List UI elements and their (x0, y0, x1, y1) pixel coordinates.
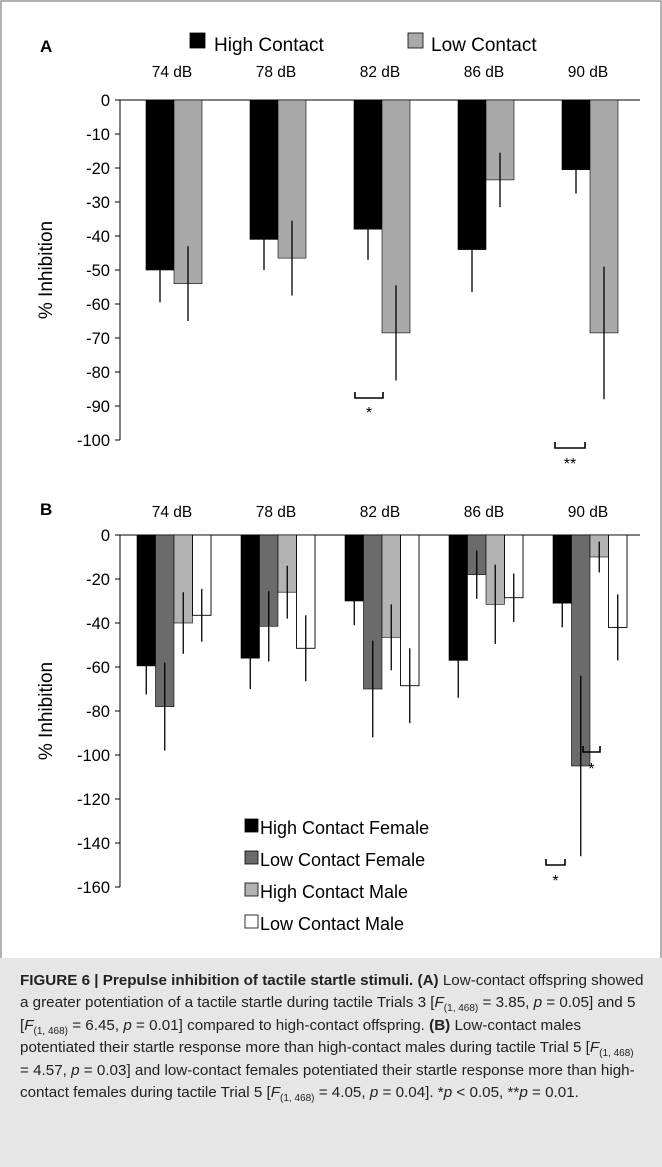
y-tick-label-B: -80 (86, 703, 110, 721)
category-label-A: 90 dB (568, 64, 609, 81)
bar-A-low-contact (277, 99, 307, 259)
legend-label-A: High Contact (214, 35, 325, 56)
category-label-A: 78 dB (256, 64, 297, 81)
y-axis-label-A: % Inhibition (36, 221, 57, 319)
figure-caption: FIGURE 6 | Prepulse inhibition of tactil… (0, 958, 662, 1167)
y-axis-label-B: % Inhibition (36, 662, 57, 760)
caption-p-symbol: p (443, 1084, 453, 1102)
caption-df: (1, 468) (33, 1025, 68, 1037)
caption-b-text: Low-contact males potentiated their star… (20, 1016, 590, 1057)
y-tick-label-B: -120 (77, 791, 110, 809)
caption-p-5: < 0.05, ** (456, 1084, 520, 1102)
y-tick-label-B: -140 (77, 835, 110, 853)
y-tick-label-B: -160 (77, 879, 110, 897)
caption-f-symbol: F (24, 1016, 34, 1034)
y-tick-label-B: -100 (77, 747, 110, 765)
caption-b-label: (B) (429, 1016, 451, 1034)
caption-df: (1, 468) (280, 1093, 315, 1105)
significance-bracket-A (554, 442, 586, 449)
caption-stat-3: = 4.57, (20, 1061, 67, 1079)
legend-swatch-A (189, 32, 206, 49)
legend-swatch-B (244, 882, 259, 897)
y-tick-label-A: -20 (86, 160, 110, 178)
category-label-B: 86 dB (464, 504, 505, 521)
y-tick-label-A: -100 (77, 432, 110, 450)
caption-p-symbol: p (519, 1084, 528, 1102)
y-tick-label-A: -50 (86, 262, 110, 280)
caption-p-symbol: p (123, 1016, 132, 1034)
y-tick-label-A: -80 (86, 364, 110, 382)
category-label-B: 74 dB (152, 504, 193, 521)
legend-label-B: Low Contact Female (260, 850, 425, 870)
caption-p-symbol: p (369, 1084, 379, 1102)
y-tick-label-A: 0 (101, 92, 110, 110)
category-label-A: 82 dB (360, 64, 401, 81)
panel-label-B: B (40, 500, 52, 519)
category-label-A: 86 dB (464, 64, 505, 81)
y-tick-label-A: -30 (86, 194, 110, 212)
caption-stat-1: = 3.85, (482, 994, 530, 1012)
caption-stat-2: = 6.45, (72, 1016, 120, 1034)
y-tick-label-A: -70 (86, 330, 110, 348)
caption-p-2: = 0.01] compared to high-contact offspri… (136, 1016, 425, 1034)
caption-stat-4: = 4.05, (318, 1084, 366, 1102)
y-tick-label-A: -10 (86, 126, 110, 144)
y-tick-label-B: -60 (86, 659, 110, 677)
legend-label-A: Low Contact (431, 35, 537, 56)
y-tick-label-A: -90 (86, 398, 110, 416)
category-label-B: 82 dB (360, 504, 401, 521)
caption-f-symbol: F (270, 1084, 280, 1102)
legend-swatch-B (244, 914, 259, 929)
caption-df: (1, 468) (443, 1003, 479, 1015)
significance-marker-B: * (552, 873, 558, 890)
y-tick-label-B: -40 (86, 615, 110, 633)
significance-marker-A: ** (564, 456, 576, 473)
caption-p-1: = 0.05] and 5 [ (20, 994, 636, 1034)
significance-marker-A: * (366, 405, 372, 422)
caption-p-symbol: p (71, 1061, 80, 1079)
caption-p-3: = 0.03] and low-contact females potentia… (20, 1061, 635, 1102)
caption-f-symbol: F (434, 994, 444, 1012)
category-label-A: 74 dB (152, 64, 193, 81)
caption-df: (1, 468) (599, 1048, 634, 1060)
significance-bracket-B (582, 746, 601, 753)
legend-label-B: Low Contact Male (260, 914, 404, 934)
panel-label-A: A (40, 37, 52, 56)
figure-graphics: A % Inhibition 0 -10 -20 -30 -40 -50 -60 -70 -80 -9… (0, 0, 662, 958)
caption-figure-label: FIGURE 6 | Prepulse inhibition of tactil… (20, 972, 414, 989)
significance-bracket-A (354, 392, 384, 399)
legend-label-B: High Contact Female (260, 818, 429, 838)
category-label-B: 90 dB (568, 504, 609, 521)
significance-bracket-B (545, 859, 566, 866)
legend-label-B: High Contact Male (260, 882, 408, 902)
y-tick-label-B: 0 (101, 527, 110, 545)
y-tick-label-B: -20 (86, 571, 110, 589)
significance-marker-B: * (588, 761, 594, 778)
caption-p-4: = 0.04]. * (382, 1084, 444, 1102)
legend-swatch-B (244, 850, 259, 865)
caption-p-6: = 0.01. (532, 1084, 579, 1102)
caption-f-symbol: F (589, 1039, 600, 1057)
caption-p-symbol: p (533, 994, 543, 1012)
legend-swatch-A (407, 32, 424, 49)
caption-a-text: Low-contact offspring showed a greater p… (20, 972, 644, 1012)
category-label-B: 78 dB (256, 504, 297, 521)
figure-frame (0, 0, 662, 958)
legend-swatch-B (244, 818, 259, 833)
caption-a-label: (A) (417, 972, 439, 989)
y-tick-label-A: -60 (86, 296, 110, 314)
y-tick-label-A: -40 (86, 228, 110, 246)
